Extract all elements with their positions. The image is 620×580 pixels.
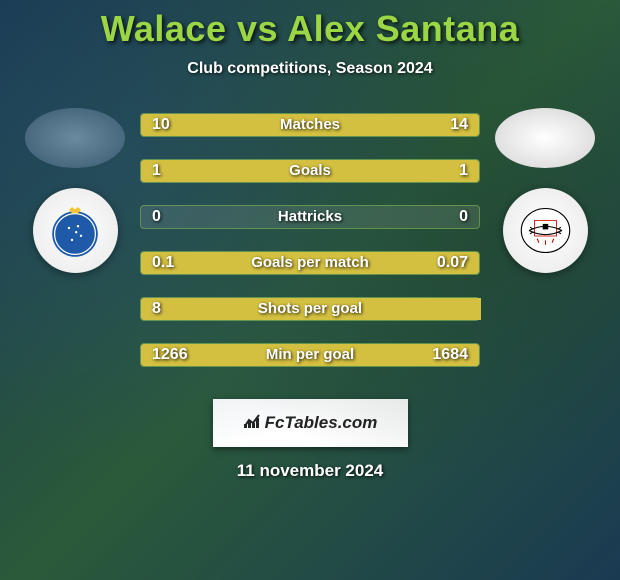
right-player-photo xyxy=(495,108,595,168)
cruzeiro-icon xyxy=(45,201,105,261)
stats-table: 1014Matches 11Goals 00Hattricks 0.10.07Goal… xyxy=(140,108,480,384)
left-club-crest xyxy=(33,188,118,273)
stat-label: Goals xyxy=(140,154,480,188)
stat-label: Shots per goal xyxy=(140,292,480,326)
left-player-photo xyxy=(25,108,125,168)
stat-row: 0.10.07Goals per match xyxy=(140,246,480,280)
right-player-column xyxy=(485,108,605,273)
corinthians-icon xyxy=(518,203,573,258)
stat-label: Hattricks xyxy=(140,200,480,234)
stat-row: 11Goals xyxy=(140,154,480,188)
stat-row: 00Hattricks xyxy=(140,200,480,234)
comparison-body: 1014Matches 11Goals 00Hattricks 0.10.07Goal… xyxy=(0,108,620,384)
comparison-title: Walace vs Alex Santana xyxy=(0,8,620,50)
comparison-subtitle: Club competitions, Season 2024 xyxy=(0,60,620,78)
stat-row: 1014Matches xyxy=(140,108,480,142)
left-player-column xyxy=(15,108,135,273)
stat-label: Goals per match xyxy=(140,246,480,280)
right-club-crest xyxy=(503,188,588,273)
stat-row: 8Shots per goal xyxy=(140,292,480,326)
stat-label: Min per goal xyxy=(140,338,480,372)
stat-label: Matches xyxy=(140,108,480,142)
stat-row: 12661684Min per goal xyxy=(140,338,480,372)
